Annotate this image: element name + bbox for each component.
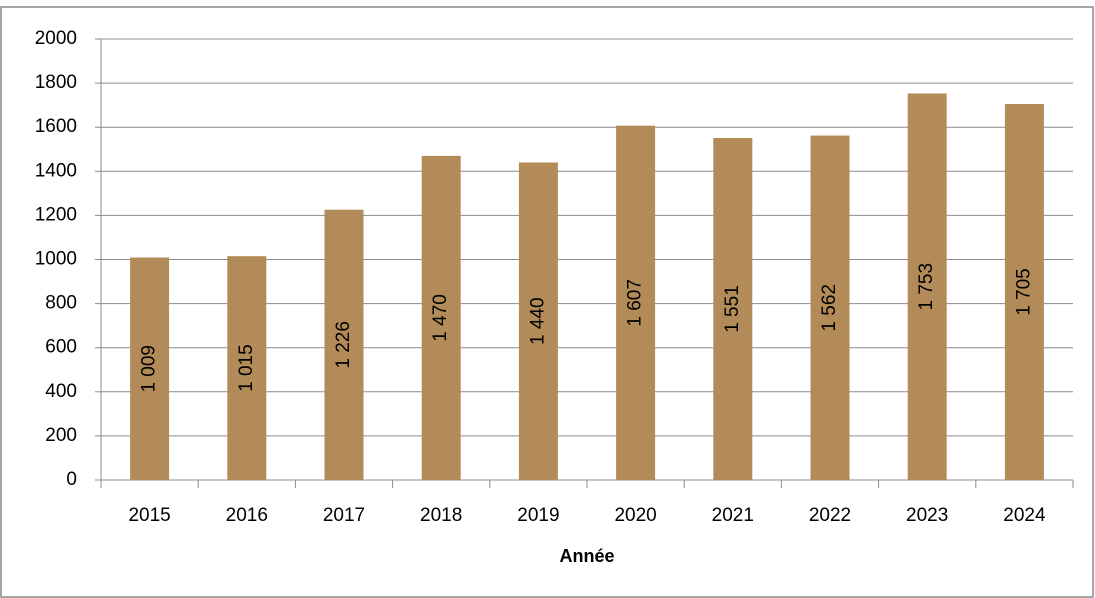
bar (130, 257, 170, 480)
y-tick-label: 1400 (35, 160, 77, 181)
y-tick-label: 2000 (35, 28, 77, 49)
x-tick-label: 2022 (809, 505, 851, 526)
x-tick-label: 2021 (712, 505, 754, 526)
y-tick-label: 1000 (35, 249, 77, 270)
y-tick-label: 1800 (35, 72, 77, 93)
bar-value-label: 1 015 (236, 344, 257, 392)
y-tick-label: 0 (66, 469, 77, 490)
x-tick-label: 2016 (226, 505, 268, 526)
bar-value-label: 1 470 (430, 294, 451, 342)
bar-value-label: 1 705 (1013, 268, 1034, 316)
bar (907, 93, 947, 480)
y-tick-label: 1600 (35, 116, 77, 137)
bar (616, 125, 656, 481)
bar-value-label: 1 226 (333, 321, 354, 369)
bar-value-label: 1 551 (722, 285, 743, 333)
bar (810, 135, 850, 481)
y-tick-label: 600 (45, 337, 77, 358)
y-tick-label: 800 (45, 293, 77, 314)
y-tick-label: 400 (45, 381, 77, 402)
bar-value-label: 1 009 (139, 345, 160, 393)
y-tick-label: 200 (45, 425, 77, 446)
x-tick-label: 2017 (323, 505, 365, 526)
bar (227, 256, 267, 480)
bar (1004, 104, 1044, 481)
bar-value-label: 1 440 (527, 297, 548, 345)
x-tick-label: 2019 (517, 505, 559, 526)
x-tick-label: 2018 (420, 505, 462, 526)
bar (518, 162, 558, 481)
bar (713, 138, 753, 480)
x-tick-label: 2024 (1003, 505, 1046, 526)
x-axis-title: Année (559, 546, 614, 566)
x-tick-label: 2023 (906, 505, 948, 526)
bar-value-label: 1 753 (916, 263, 937, 311)
bar-value-label: 1 607 (625, 279, 646, 327)
x-tick-label: 2015 (128, 505, 170, 526)
bar (421, 155, 461, 481)
bar-value-label: 1 562 (819, 284, 840, 332)
x-tick-label: 2020 (614, 505, 656, 526)
y-tick-label: 1200 (35, 204, 77, 225)
bar (324, 209, 364, 481)
